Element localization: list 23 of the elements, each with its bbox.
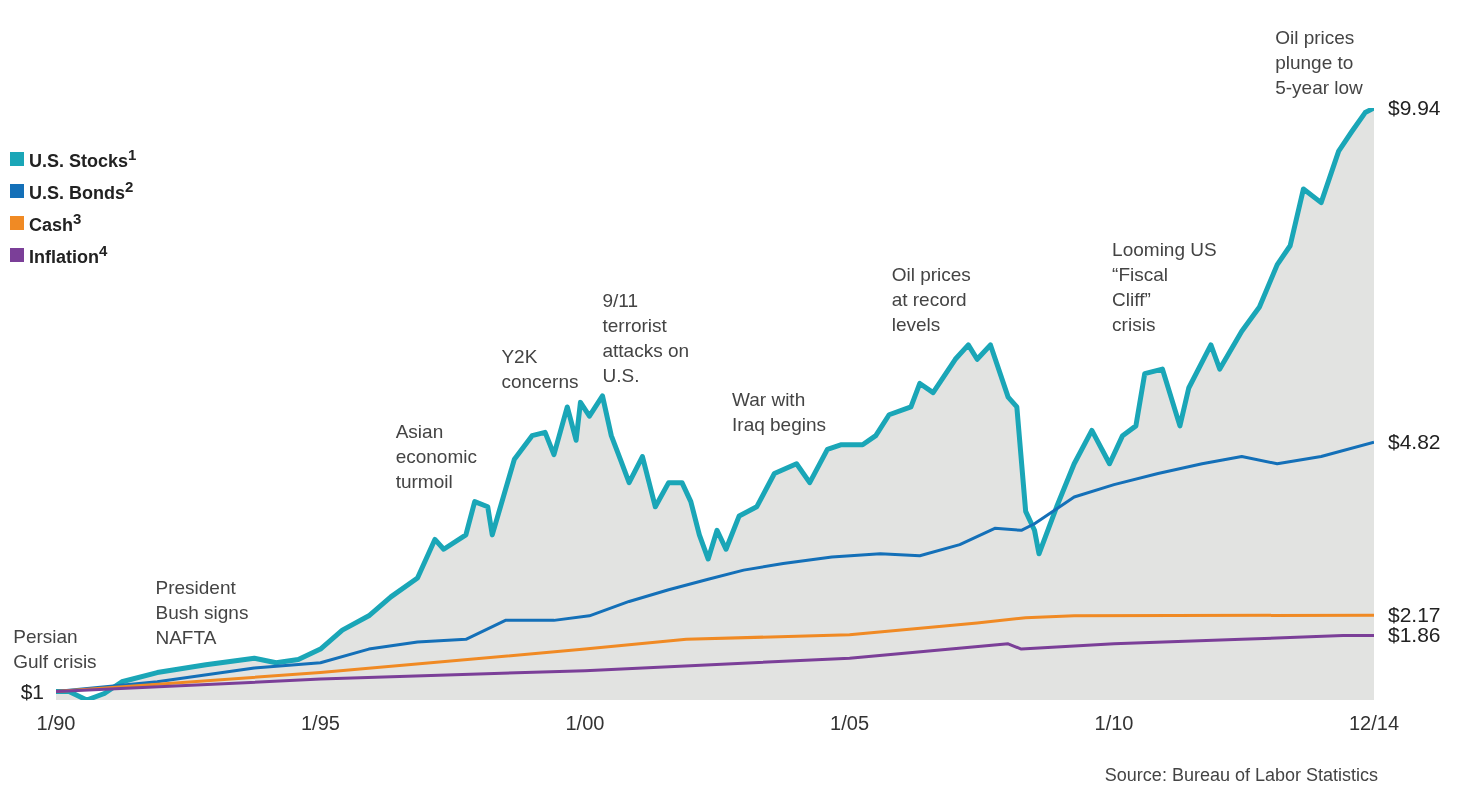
annotation: 9/11 terrorist attacks on U.S. — [602, 289, 690, 386]
x-tick-label: 1/10 — [1094, 712, 1134, 735]
legend-label: Inflation$^{4}$ — [29, 242, 108, 268]
x-tick-label: 1/95 — [301, 712, 340, 735]
annotation: War with Iraq begins — [732, 388, 827, 435]
legend-label: U.S. Bonds$^{2}$ — [29, 178, 134, 204]
x-tick-label: 1/90 — [36, 712, 76, 735]
annotation: Oil prices plunge to 5-year low — [1275, 27, 1364, 98]
annotation: Looming US “Fiscal Cliff” crisis — [1112, 238, 1217, 335]
annotation: Asian economic turmoil — [395, 420, 478, 492]
data-label: $1 — [20, 679, 44, 703]
x-tick-label: 1/00 — [565, 712, 605, 735]
annotation: Oil prices at record levels — [891, 263, 971, 335]
source-note: Source: Bureau of Labor Statistics — [1104, 765, 1378, 786]
data-label: $9.94 — [1388, 96, 1441, 119]
annotation: Persian Gulf crisis — [13, 625, 97, 672]
legend-label: U.S. Stocks$^{1}$ — [29, 146, 137, 172]
annotation: President Bush signs NAFTA — [155, 577, 249, 649]
x-tick-label: 1/05 — [830, 712, 870, 735]
annotation: Y2K concerns — [501, 346, 579, 393]
legend-label: Cash$^{3}$ — [29, 210, 82, 236]
data-label: $4.82 — [1388, 430, 1441, 454]
x-tick-label: 12/14 — [1348, 712, 1400, 735]
